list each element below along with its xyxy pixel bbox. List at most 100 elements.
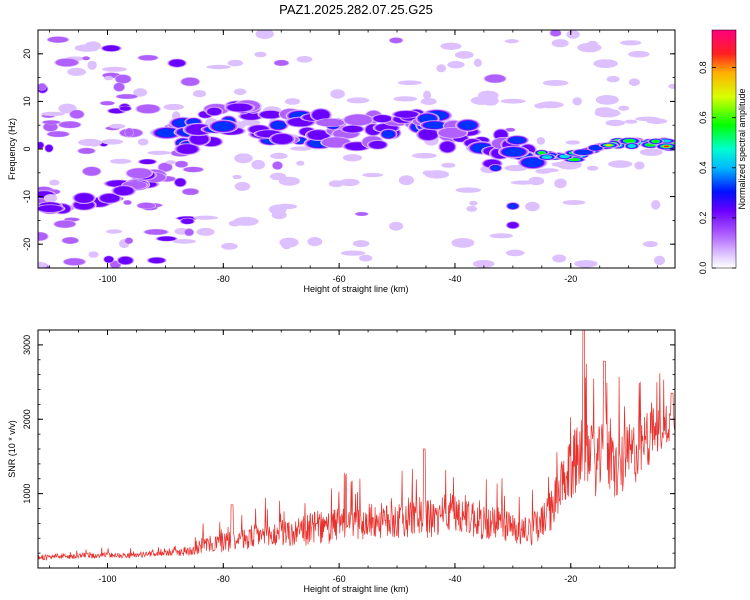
heat-noise xyxy=(184,228,194,236)
heat-noise xyxy=(163,103,184,111)
heat-noise xyxy=(182,188,199,195)
heat-noise xyxy=(175,178,186,187)
heat-noise xyxy=(47,131,69,137)
colorbar-tick-label: 0.6 xyxy=(698,111,708,124)
heat-noise xyxy=(100,101,115,106)
heat-noise xyxy=(175,161,188,168)
heat-noise xyxy=(87,60,97,70)
heat-noise xyxy=(169,59,186,67)
heat-noise xyxy=(605,119,626,127)
heat-noise xyxy=(505,249,525,257)
heat-noise xyxy=(240,119,261,126)
heat-noise xyxy=(397,80,422,85)
heat-feature xyxy=(508,203,518,209)
heat-noise xyxy=(63,258,85,266)
heat-noise xyxy=(469,200,478,206)
heat-noise xyxy=(38,261,48,268)
heat-noise xyxy=(148,257,165,264)
heat-noise xyxy=(124,237,133,244)
heat-noise xyxy=(595,107,614,115)
x-tick-label: -80 xyxy=(217,574,230,584)
heat-noise xyxy=(290,146,312,151)
heat-noise xyxy=(119,106,131,111)
y-tick-label: 2000 xyxy=(22,409,32,429)
heat-noise xyxy=(157,236,176,241)
heat-ridge xyxy=(227,103,252,112)
heat-noise xyxy=(116,94,138,99)
heat-noise xyxy=(278,176,300,186)
heat-noise xyxy=(550,30,561,37)
heat-ridge xyxy=(440,141,455,153)
heat-noise xyxy=(272,161,283,170)
heat-noise xyxy=(595,95,619,105)
heat-noise xyxy=(139,159,156,164)
heat-noise xyxy=(227,59,243,67)
heat-noise xyxy=(123,200,132,205)
heat-noise xyxy=(362,172,383,178)
heat-ridge xyxy=(509,136,526,144)
heat-noise xyxy=(500,98,526,104)
colorbar-tick-label: 0.0 xyxy=(698,262,708,275)
heat-ridge xyxy=(307,130,330,140)
heat-noise xyxy=(55,58,79,67)
heat-noise xyxy=(639,148,663,156)
x-tick-label: -100 xyxy=(98,574,116,584)
heat-ridge xyxy=(212,121,234,131)
heat-noise xyxy=(608,160,633,168)
spectrogram-y-axis: -20 -10 0 10 20 xyxy=(22,29,675,269)
heat-branch xyxy=(38,205,63,212)
snr-panel: -100 -80 -60 -40 -20 1000 2000 3000 Height of … xyxy=(7,329,676,594)
figure-title: PAZ1.2025.282.07.25.G25 xyxy=(279,2,433,17)
heat-noise xyxy=(651,200,661,210)
heat-noise xyxy=(504,39,519,44)
colorbar: 0.0 0.2 0.4 0.6 0.8 Normalized spectral ampl… xyxy=(698,29,747,275)
heat-noise xyxy=(654,255,665,266)
heat-noise xyxy=(634,161,645,170)
heat-noise xyxy=(412,152,437,159)
heat-ridge xyxy=(316,118,345,127)
x-tick-label: -80 xyxy=(217,274,230,284)
heat-noise xyxy=(274,60,289,66)
colorbar-tick-label: 0.4 xyxy=(698,162,708,175)
heat-noise xyxy=(593,59,618,68)
heat-noise xyxy=(255,30,274,39)
heat-noise xyxy=(193,215,219,220)
heat-noise xyxy=(138,55,158,61)
heat-noise xyxy=(505,128,515,132)
heat-noise xyxy=(489,233,513,239)
heat-noise xyxy=(510,180,535,185)
heat-noise xyxy=(477,90,499,101)
heat-noise xyxy=(270,152,288,159)
heat-ridge xyxy=(624,139,635,143)
heat-noise xyxy=(233,88,247,96)
heat-noise xyxy=(67,67,87,76)
heat-ridge xyxy=(271,121,286,130)
y-tick-label: 1000 xyxy=(22,484,32,504)
heat-noise xyxy=(551,39,569,48)
heat-ridge xyxy=(382,130,395,138)
heat-ridge xyxy=(418,129,438,140)
colorbar-gradient xyxy=(711,29,737,269)
heat-noise xyxy=(355,212,368,216)
heat-noise xyxy=(147,150,171,155)
heat-noise xyxy=(296,160,305,166)
heat-ridge xyxy=(240,112,262,120)
spectrogram-ylabel: Frequency (Hz) xyxy=(7,118,17,180)
heat-noise xyxy=(234,181,251,191)
x-tick-label: -40 xyxy=(448,274,461,284)
heat-noise xyxy=(535,168,552,174)
heat-noise xyxy=(101,139,124,145)
heat-noise xyxy=(393,96,418,102)
heat-noise xyxy=(221,242,238,250)
heat-noise xyxy=(340,250,366,256)
heat-noise xyxy=(133,88,148,97)
heat-noise xyxy=(352,240,370,248)
heat-ridge xyxy=(575,149,592,155)
heat-noise xyxy=(628,50,650,58)
heat-noise xyxy=(346,97,370,104)
x-tick-label: -40 xyxy=(448,574,461,584)
colorbar-label: Normalized spectral amplitude xyxy=(737,88,747,209)
heat-ridge xyxy=(373,115,392,123)
heat-noise xyxy=(113,82,125,92)
heat-ridge xyxy=(260,110,281,119)
